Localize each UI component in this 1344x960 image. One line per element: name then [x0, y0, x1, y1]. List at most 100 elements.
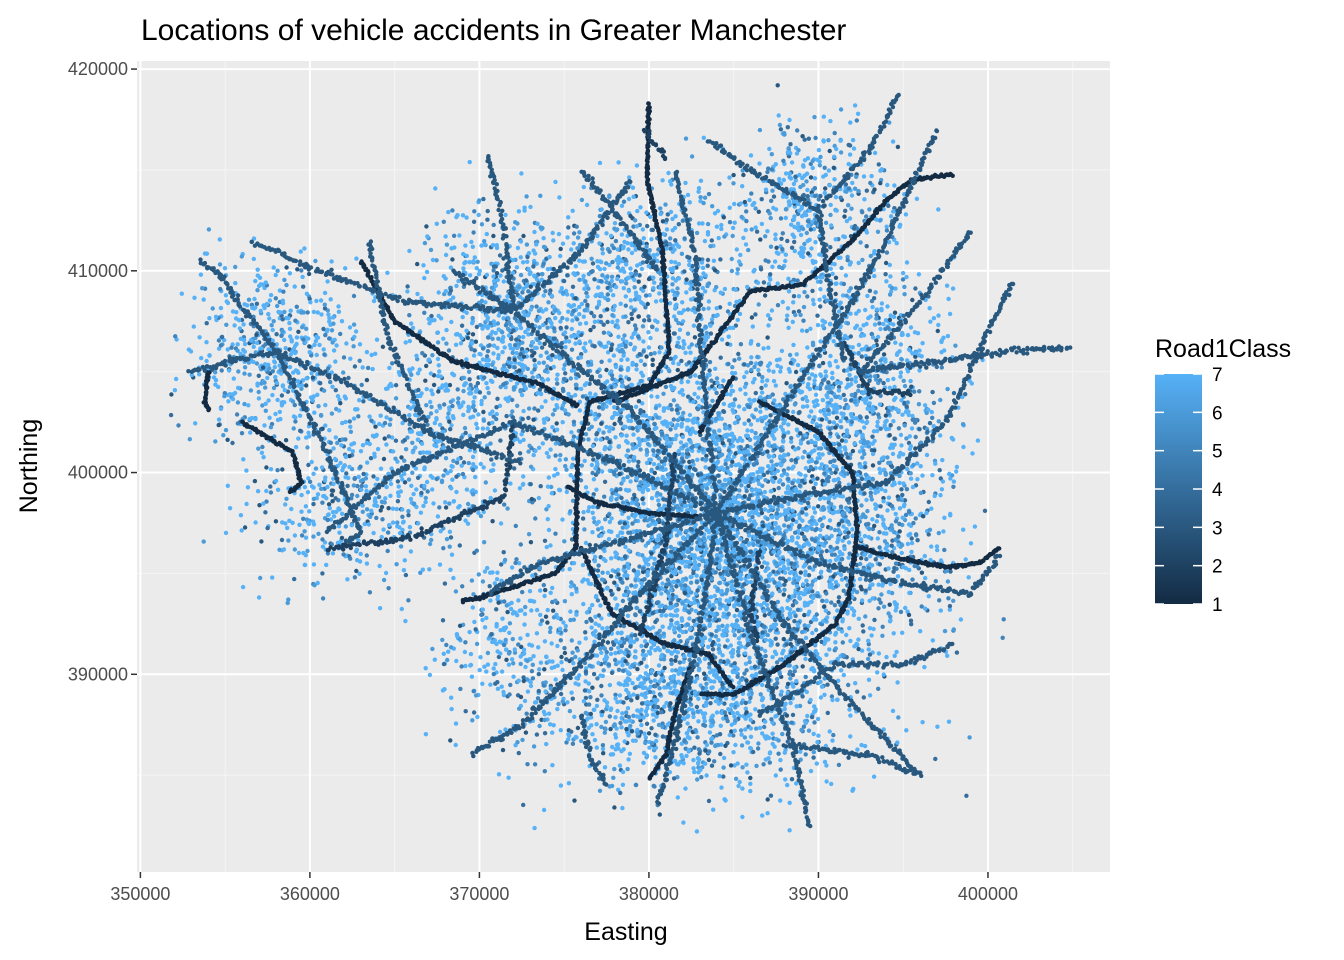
accident-point	[260, 444, 265, 450]
accident-point	[788, 676, 793, 681]
accident-point	[311, 309, 317, 315]
accident-point	[604, 586, 610, 591]
accident-point	[484, 381, 489, 386]
accident-point	[598, 603, 603, 608]
accident-point	[226, 399, 231, 404]
accident-point	[284, 265, 289, 270]
accident-point	[727, 452, 732, 457]
accident-point	[721, 614, 726, 619]
accident-point	[778, 454, 783, 459]
accident-point	[510, 350, 515, 355]
accident-point	[219, 368, 224, 373]
accident-point	[803, 465, 809, 471]
accident-point	[294, 335, 300, 340]
accident-point	[738, 537, 743, 542]
accident-point	[453, 332, 459, 337]
accident-point	[1001, 617, 1006, 622]
accident-point	[646, 345, 652, 350]
accident-point	[631, 568, 637, 573]
accident-point	[677, 565, 682, 571]
accident-point	[629, 500, 634, 506]
accident-point	[293, 318, 298, 323]
accident-point	[525, 259, 530, 264]
accident-point	[321, 347, 326, 352]
accident-point	[553, 315, 558, 321]
accident-point	[526, 406, 532, 411]
accident-point	[812, 378, 817, 383]
accident-point	[511, 387, 517, 392]
accident-point	[444, 242, 450, 247]
accident-point	[614, 551, 619, 557]
accident-point	[634, 475, 639, 480]
accident-point	[531, 264, 536, 269]
accident-point	[688, 580, 694, 585]
accident-point	[669, 618, 674, 623]
accident-point	[629, 583, 634, 588]
accident-point	[490, 336, 495, 341]
accident-point	[699, 472, 704, 477]
accident-point	[765, 470, 770, 475]
accident-point	[765, 363, 771, 369]
accident-point	[733, 776, 739, 781]
accident-point	[751, 542, 756, 547]
accident-point	[558, 253, 563, 259]
accident-point	[569, 580, 574, 585]
accident-point	[810, 630, 815, 636]
accident-point	[775, 468, 780, 474]
accident-point	[786, 506, 792, 512]
accident-point	[297, 413, 303, 418]
data-points	[168, 83, 1073, 834]
accident-point	[283, 346, 288, 351]
accident-point	[829, 600, 834, 605]
accident-point	[795, 627, 800, 632]
accident-point	[775, 507, 780, 512]
accident-point	[584, 610, 590, 615]
accident-point	[772, 531, 778, 536]
accident-point	[687, 412, 693, 418]
accident-point	[668, 544, 673, 550]
accident-point	[600, 626, 605, 631]
accident-point	[745, 433, 750, 439]
accident-point	[336, 304, 341, 309]
accident-point	[660, 581, 665, 586]
accident-point	[841, 653, 846, 658]
accident-point	[945, 653, 950, 658]
accident-point	[587, 542, 592, 548]
accident-point	[669, 407, 674, 412]
accident-point	[811, 485, 816, 491]
accident-point	[599, 577, 605, 582]
accident-point	[473, 339, 479, 344]
accident-point	[246, 403, 251, 408]
accident-point	[533, 516, 538, 521]
accident-point	[304, 291, 310, 296]
accident-point	[747, 437, 753, 442]
accident-point	[354, 256, 359, 261]
accident-point	[791, 464, 796, 469]
accident-point	[496, 313, 501, 318]
accident-point	[823, 374, 829, 379]
accident-point	[551, 266, 556, 272]
accident-point	[766, 440, 771, 445]
accident-point	[736, 351, 741, 357]
accident-point	[770, 591, 775, 596]
accident-point	[749, 315, 755, 320]
accident-point	[495, 321, 501, 326]
accident-point	[614, 488, 619, 493]
accident-point	[827, 729, 832, 734]
accident-point	[807, 376, 812, 381]
accident-point	[747, 397, 752, 402]
accident-point	[225, 347, 230, 352]
accident-point	[236, 369, 241, 374]
accident-point	[887, 602, 892, 607]
accident-point	[443, 289, 448, 294]
accident-point	[677, 660, 682, 665]
accident-point	[454, 283, 459, 289]
accident-point	[806, 468, 812, 473]
accident-point	[524, 194, 529, 199]
accident-point	[293, 419, 298, 424]
accident-point	[717, 384, 723, 390]
accident-point	[219, 334, 225, 340]
accident-point	[273, 296, 278, 301]
accident-point	[795, 362, 801, 368]
accident-point	[726, 457, 731, 462]
